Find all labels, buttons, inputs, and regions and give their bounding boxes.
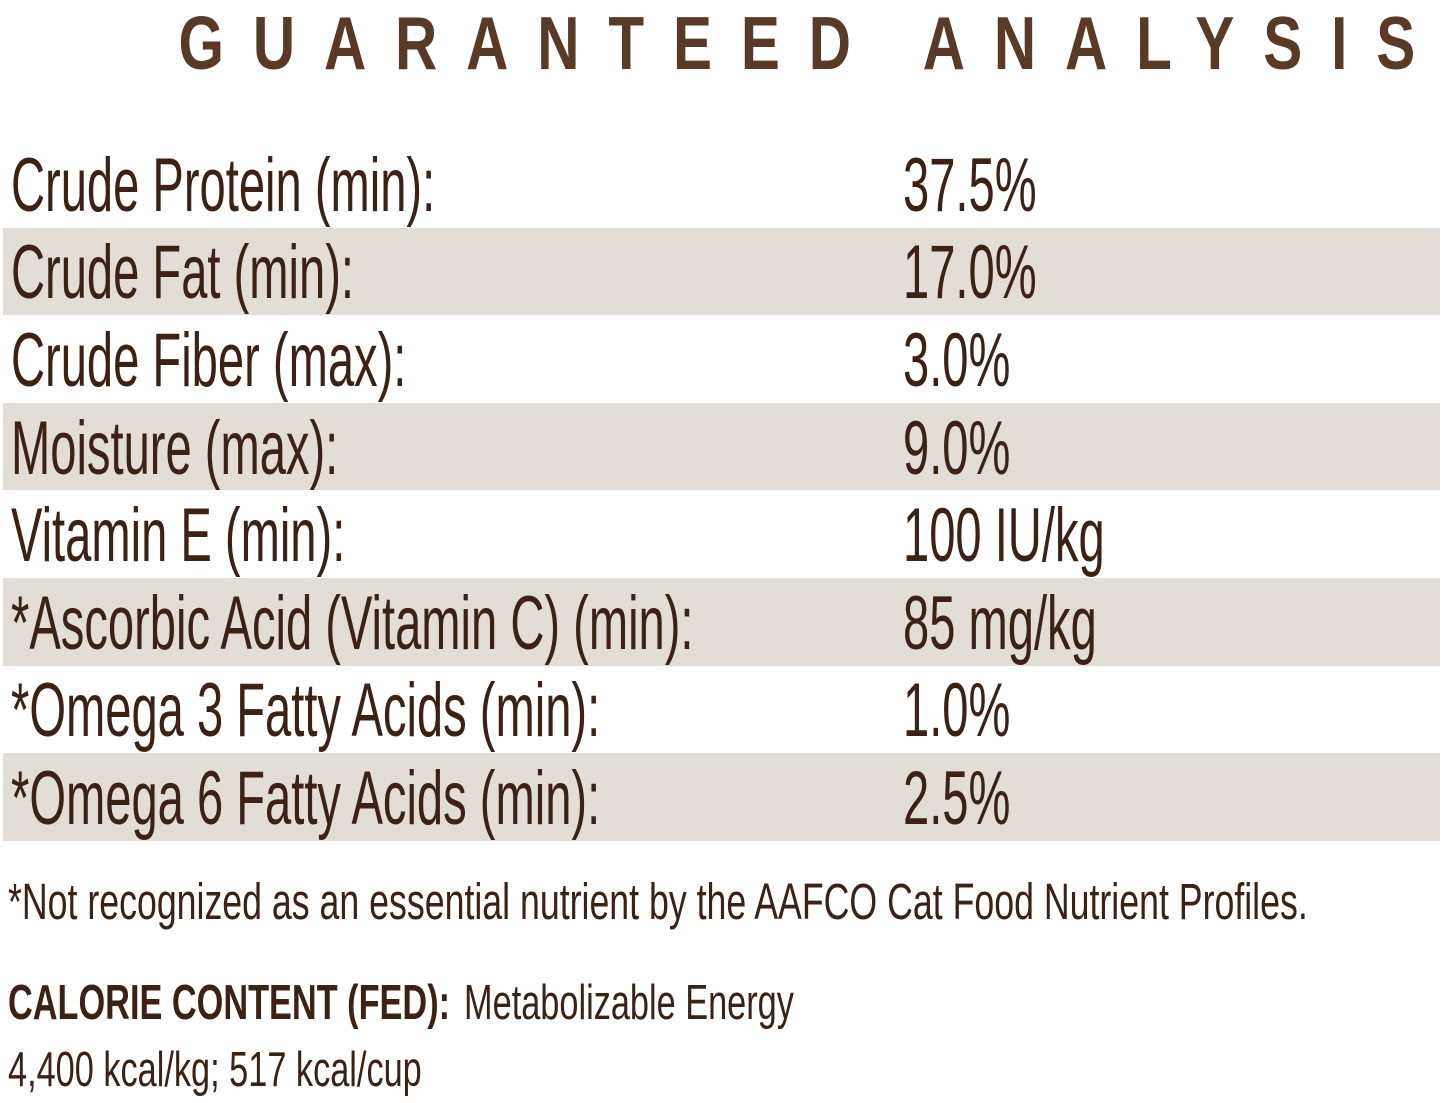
- nutrient-value-cell: 3.0%: [903, 317, 1076, 403]
- nutrient-value: 3.0%: [903, 317, 1011, 403]
- aafco-footnote-text: *Not recognized as an essential nutrient…: [8, 873, 1308, 930]
- nutrient-label: *Omega 3 Fatty Acids (min):: [11, 668, 601, 754]
- nutrient-value: 2.5%: [903, 755, 1011, 841]
- nutrient-label-cell: Crude Protein (min):: [3, 142, 695, 228]
- table-row: Crude Fiber (max): 3.0%: [3, 315, 1440, 403]
- nutrient-value: 1.0%: [903, 668, 1011, 754]
- nutrient-label-cell: Moisture (max):: [3, 405, 539, 491]
- nutrient-label: Moisture (max):: [11, 405, 339, 491]
- nutrient-label-cell: *Omega 3 Fatty Acids (min):: [3, 668, 961, 754]
- nutrient-value-cell: 100 IU/kg: [903, 493, 1228, 579]
- nutrient-value-cell: 17.0%: [903, 230, 1119, 316]
- nutrient-value: 100 IU/kg: [903, 493, 1105, 579]
- page-title: GUARANTEED ANALYSIS: [0, 2, 1445, 84]
- calorie-content-line: CALORIE CONTENT (FED): Metabolizable Ener…: [8, 974, 1131, 1032]
- nutrient-value-cell: 2.5%: [903, 755, 1076, 841]
- table-row: *Omega 3 Fatty Acids (min): 1.0%: [3, 666, 1440, 754]
- nutrient-label: Crude Fiber (max):: [11, 317, 407, 403]
- table-row: Vitamin E (min): 100 IU/kg: [3, 490, 1440, 578]
- nutrient-value: 85 mg/kg: [903, 580, 1097, 666]
- table-row: Crude Fat (min): 17.0%: [3, 227, 1440, 316]
- page-title-text: GUARANTEED ANALYSIS: [178, 1, 1445, 85]
- nutrient-label: *Omega 6 Fatty Acids (min):: [11, 755, 601, 841]
- nutrient-value: 9.0%: [903, 405, 1011, 491]
- aafco-footnote: *Not recognized as an essential nutrient…: [8, 872, 1445, 932]
- calorie-values-line: 4,400 kcal/kg; 517 kcal/cup: [8, 1041, 599, 1099]
- calorie-values-text: 4,400 kcal/kg; 517 kcal/cup: [8, 1043, 422, 1097]
- nutrient-label-cell: Crude Fat (min):: [3, 230, 564, 316]
- nutrient-label: Vitamin E (min):: [11, 493, 346, 579]
- nutrient-label: Crude Fat (min):: [11, 230, 355, 316]
- calorie-content-heading: CALORIE CONTENT (FED):: [8, 976, 451, 1030]
- calorie-content-description: Metabolizable Energy: [464, 976, 794, 1030]
- table-row: *Ascorbic Acid (Vitamin C) (min): 85 mg/…: [3, 577, 1440, 666]
- nutrient-table: Crude Protein (min): 37.5% Crude Fat (mi…: [0, 140, 1445, 841]
- nutrient-value: 17.0%: [903, 230, 1037, 316]
- table-row: Crude Protein (min): 37.5%: [3, 140, 1440, 228]
- nutrient-label-cell: *Ascorbic Acid (Vitamin C) (min):: [3, 580, 1112, 666]
- nutrient-label: *Ascorbic Acid (Vitamin C) (min):: [11, 580, 694, 666]
- nutrient-value-cell: 37.5%: [903, 142, 1119, 228]
- nutrient-value: 37.5%: [903, 142, 1037, 228]
- nutrient-value-cell: 9.0%: [903, 405, 1076, 491]
- nutrient-label-cell: *Omega 6 Fatty Acids (min):: [3, 755, 961, 841]
- table-row: Moisture (max): 9.0%: [3, 402, 1440, 491]
- nutrient-label-cell: Vitamin E (min):: [3, 493, 550, 579]
- nutrient-label-cell: Crude Fiber (max):: [3, 317, 649, 403]
- nutrient-value-cell: 85 mg/kg: [903, 580, 1216, 666]
- nutrient-label: Crude Protein (min):: [11, 142, 436, 228]
- nutrient-value-cell: 1.0%: [903, 668, 1076, 754]
- calorie-content-text: CALORIE CONTENT (FED): Metabolizable Ener…: [8, 974, 794, 1032]
- table-row: *Omega 6 Fatty Acids (min): 2.5%: [3, 753, 1440, 841]
